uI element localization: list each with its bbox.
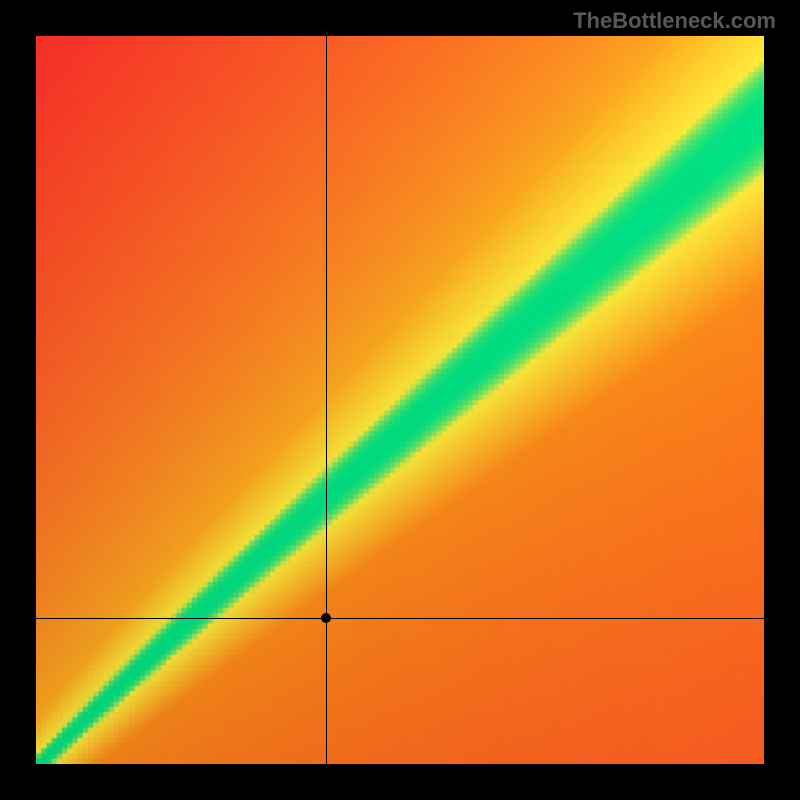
heatmap-canvas [36,36,764,764]
heatmap-plot [36,36,764,764]
marker-dot [321,613,331,623]
crosshair-horizontal [36,618,764,619]
watermark-text: TheBottleneck.com [573,8,776,34]
crosshair-vertical [326,36,327,764]
